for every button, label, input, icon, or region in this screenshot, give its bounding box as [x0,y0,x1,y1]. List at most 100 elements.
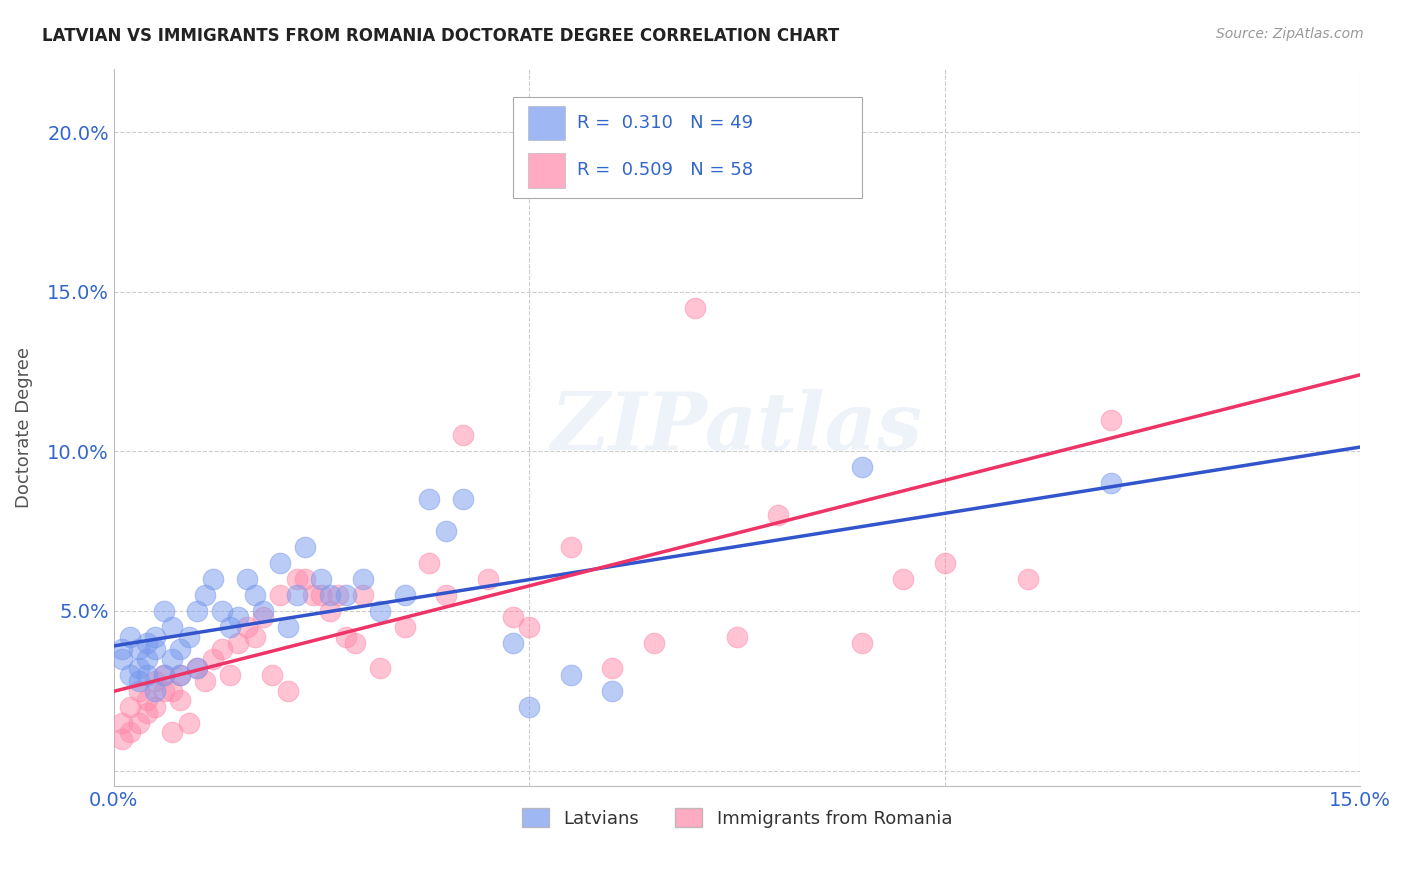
Point [152,667,174,681]
Point [111,652,134,666]
Point [128,674,150,689]
Point [169,667,191,681]
Point [136,693,159,707]
Point [725,630,748,644]
Point [285,588,308,602]
Point [186,661,208,675]
Point [1099,412,1122,426]
Point [260,667,283,681]
Point [143,674,166,689]
Point [302,588,325,602]
Text: ZIPatlas: ZIPatlas [551,389,922,467]
Point [343,636,366,650]
Point [294,572,316,586]
Point [120,725,142,739]
Point [219,667,242,681]
Point [111,642,134,657]
Point [243,588,266,602]
Point [451,428,474,442]
Point [111,715,134,730]
Point [202,652,225,666]
Point [160,725,183,739]
Point [517,699,540,714]
Point [600,661,623,675]
Point [152,604,174,618]
Point [335,588,357,602]
Point [1017,572,1039,586]
Point [319,604,342,618]
Point [136,652,159,666]
Point [143,642,166,657]
Point [143,683,166,698]
Point [128,642,150,657]
Point [368,604,391,618]
Point [152,667,174,681]
Point [418,556,440,570]
Point [186,604,208,618]
FancyBboxPatch shape [527,106,565,140]
Point [352,572,374,586]
Point [136,667,159,681]
Point [600,683,623,698]
Point [128,715,150,730]
Point [891,572,914,586]
Point [277,620,299,634]
Point [326,588,349,602]
Point [560,667,582,681]
Text: LATVIAN VS IMMIGRANTS FROM ROMANIA DOCTORATE DEGREE CORRELATION CHART: LATVIAN VS IMMIGRANTS FROM ROMANIA DOCTO… [42,27,839,45]
Point [768,508,790,523]
Point [502,610,524,624]
Point [368,661,391,675]
Text: R =  0.310   N = 49: R = 0.310 N = 49 [578,114,754,132]
Point [269,588,291,602]
Point [169,667,191,681]
Point [394,620,416,634]
Point [219,620,242,634]
Point [194,674,217,689]
Point [169,693,191,707]
Point [808,157,831,171]
Point [136,706,159,720]
Point [451,492,474,507]
Point [394,588,416,602]
Point [335,630,357,644]
FancyBboxPatch shape [527,153,565,187]
Point [643,636,665,650]
Point [120,667,142,681]
Point [1099,476,1122,491]
Point [252,610,274,624]
Point [560,540,582,554]
Y-axis label: Doctorate Degree: Doctorate Degree [15,347,32,508]
Point [202,572,225,586]
Point [277,683,299,698]
Point [502,636,524,650]
Point [228,610,250,624]
Point [211,604,233,618]
Point [211,642,233,657]
Point [186,661,208,675]
Point [311,588,333,602]
Point [252,604,274,618]
Point [160,683,183,698]
Point [120,699,142,714]
Point [160,620,183,634]
Point [228,636,250,650]
Point [685,301,707,315]
Point [136,636,159,650]
Point [143,699,166,714]
FancyBboxPatch shape [513,97,862,198]
Point [285,572,308,586]
Point [143,630,166,644]
Point [194,588,217,602]
Point [152,683,174,698]
Point [269,556,291,570]
Point [177,715,200,730]
Point [120,630,142,644]
Point [169,642,191,657]
Text: Source: ZipAtlas.com: Source: ZipAtlas.com [1216,27,1364,41]
Text: R =  0.509   N = 58: R = 0.509 N = 58 [578,161,754,179]
Point [418,492,440,507]
Point [517,620,540,634]
Point [294,540,316,554]
Point [111,731,134,746]
